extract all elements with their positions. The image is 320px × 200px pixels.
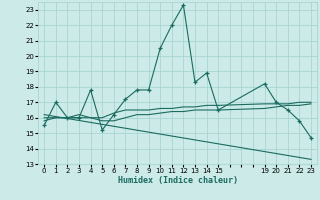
X-axis label: Humidex (Indice chaleur): Humidex (Indice chaleur) xyxy=(118,176,238,185)
